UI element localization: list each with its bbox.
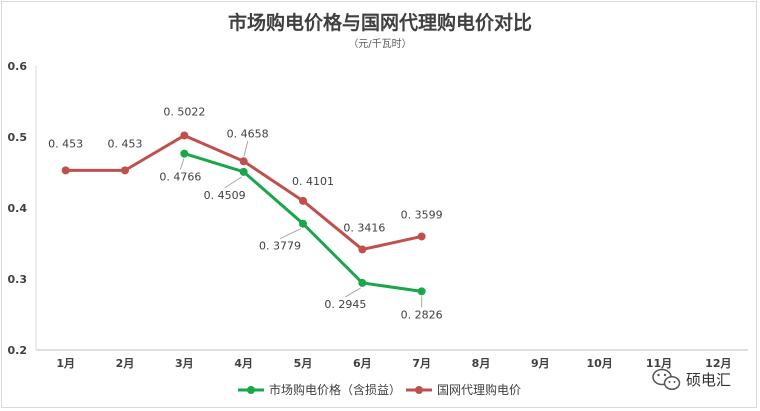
series-1-point[interactable] xyxy=(417,232,426,241)
chart-title: 市场购电价格与国网代理购电价对比 xyxy=(228,11,532,34)
data-label: 0. 4101 xyxy=(292,175,334,188)
data-label: 0. 3599 xyxy=(401,208,443,221)
series-1-point[interactable] xyxy=(239,157,248,166)
x-tick-label: 2月 xyxy=(116,357,135,370)
data-label-leader xyxy=(345,287,361,298)
watermark-text: 硕电汇 xyxy=(686,371,731,389)
data-label: 0. 2826 xyxy=(401,308,443,321)
series-1-point[interactable] xyxy=(358,245,367,254)
x-tick-label: 6月 xyxy=(353,357,372,370)
legend-item-grid[interactable]: 国网代理购电价 xyxy=(406,382,521,397)
legend-marker-grid xyxy=(415,386,423,394)
x-tick-label: 11月 xyxy=(646,357,672,370)
data-label: 0. 2945 xyxy=(324,298,366,311)
data-label: 0. 453 xyxy=(48,137,83,150)
x-tick-label: 4月 xyxy=(234,357,253,370)
data-label: 0. 4509 xyxy=(204,189,246,202)
series-0-point[interactable] xyxy=(358,278,367,287)
y-tick-label: 0.4 xyxy=(8,202,28,215)
x-tick-label: 1月 xyxy=(56,357,75,370)
legend: 市场购电价格（含损益） 国网代理购电价 xyxy=(238,382,521,397)
data-label-leader xyxy=(179,158,185,170)
data-label: 0. 4658 xyxy=(227,127,269,140)
x-tick-label: 9月 xyxy=(531,357,550,370)
legend-label-market: 市场购电价格（含损益） xyxy=(269,382,401,397)
series-0-point[interactable] xyxy=(239,167,248,176)
y-axis-ticks: 0.2 0.3 0.4 0.5 0.6 xyxy=(8,60,28,357)
legend-marker-market xyxy=(247,386,255,394)
series-1-point[interactable] xyxy=(180,131,189,140)
x-tick-label: 7月 xyxy=(412,357,431,370)
y-tick-label: 0.6 xyxy=(8,60,28,73)
series-1-point[interactable] xyxy=(61,166,70,175)
data-label: 0. 5022 xyxy=(163,105,205,118)
x-tick-label: 12月 xyxy=(705,357,731,370)
wechat-icon xyxy=(652,368,681,390)
y-tick-label: 0.3 xyxy=(8,273,28,286)
x-axis-ticks: 1月 2月 3月 4月 5月 6月 7月 8月 9月 10月 11月 12月 xyxy=(56,357,731,370)
data-label: 0. 3779 xyxy=(259,240,301,253)
series-0-point[interactable] xyxy=(180,149,189,158)
data-label-leader xyxy=(279,228,301,240)
series-layer xyxy=(61,131,426,296)
legend-item-market[interactable]: 市场购电价格（含损益） xyxy=(238,382,401,397)
x-tick-label: 8月 xyxy=(472,357,491,370)
series-1-point[interactable] xyxy=(121,166,129,175)
y-tick-label: 0.5 xyxy=(8,131,28,144)
chart-subtitle: （元/千瓦时） xyxy=(348,38,411,50)
series-0-point[interactable] xyxy=(299,219,307,228)
data-label: 0. 3416 xyxy=(343,221,385,234)
y-tick-label: 0.2 xyxy=(8,344,28,357)
data-label: 0. 4766 xyxy=(159,171,201,184)
x-tick-label: 3月 xyxy=(175,357,194,370)
x-tick-label: 10月 xyxy=(587,357,613,370)
watermark: 硕电汇 xyxy=(652,368,731,390)
data-label-leader xyxy=(243,141,249,157)
data-label: 0. 453 xyxy=(108,137,143,150)
legend-label-grid: 国网代理购电价 xyxy=(437,382,521,397)
data-label-leader xyxy=(224,176,243,189)
series-0-point[interactable] xyxy=(417,287,426,296)
series-1-point[interactable] xyxy=(299,196,307,205)
x-tick-label: 5月 xyxy=(294,357,313,370)
